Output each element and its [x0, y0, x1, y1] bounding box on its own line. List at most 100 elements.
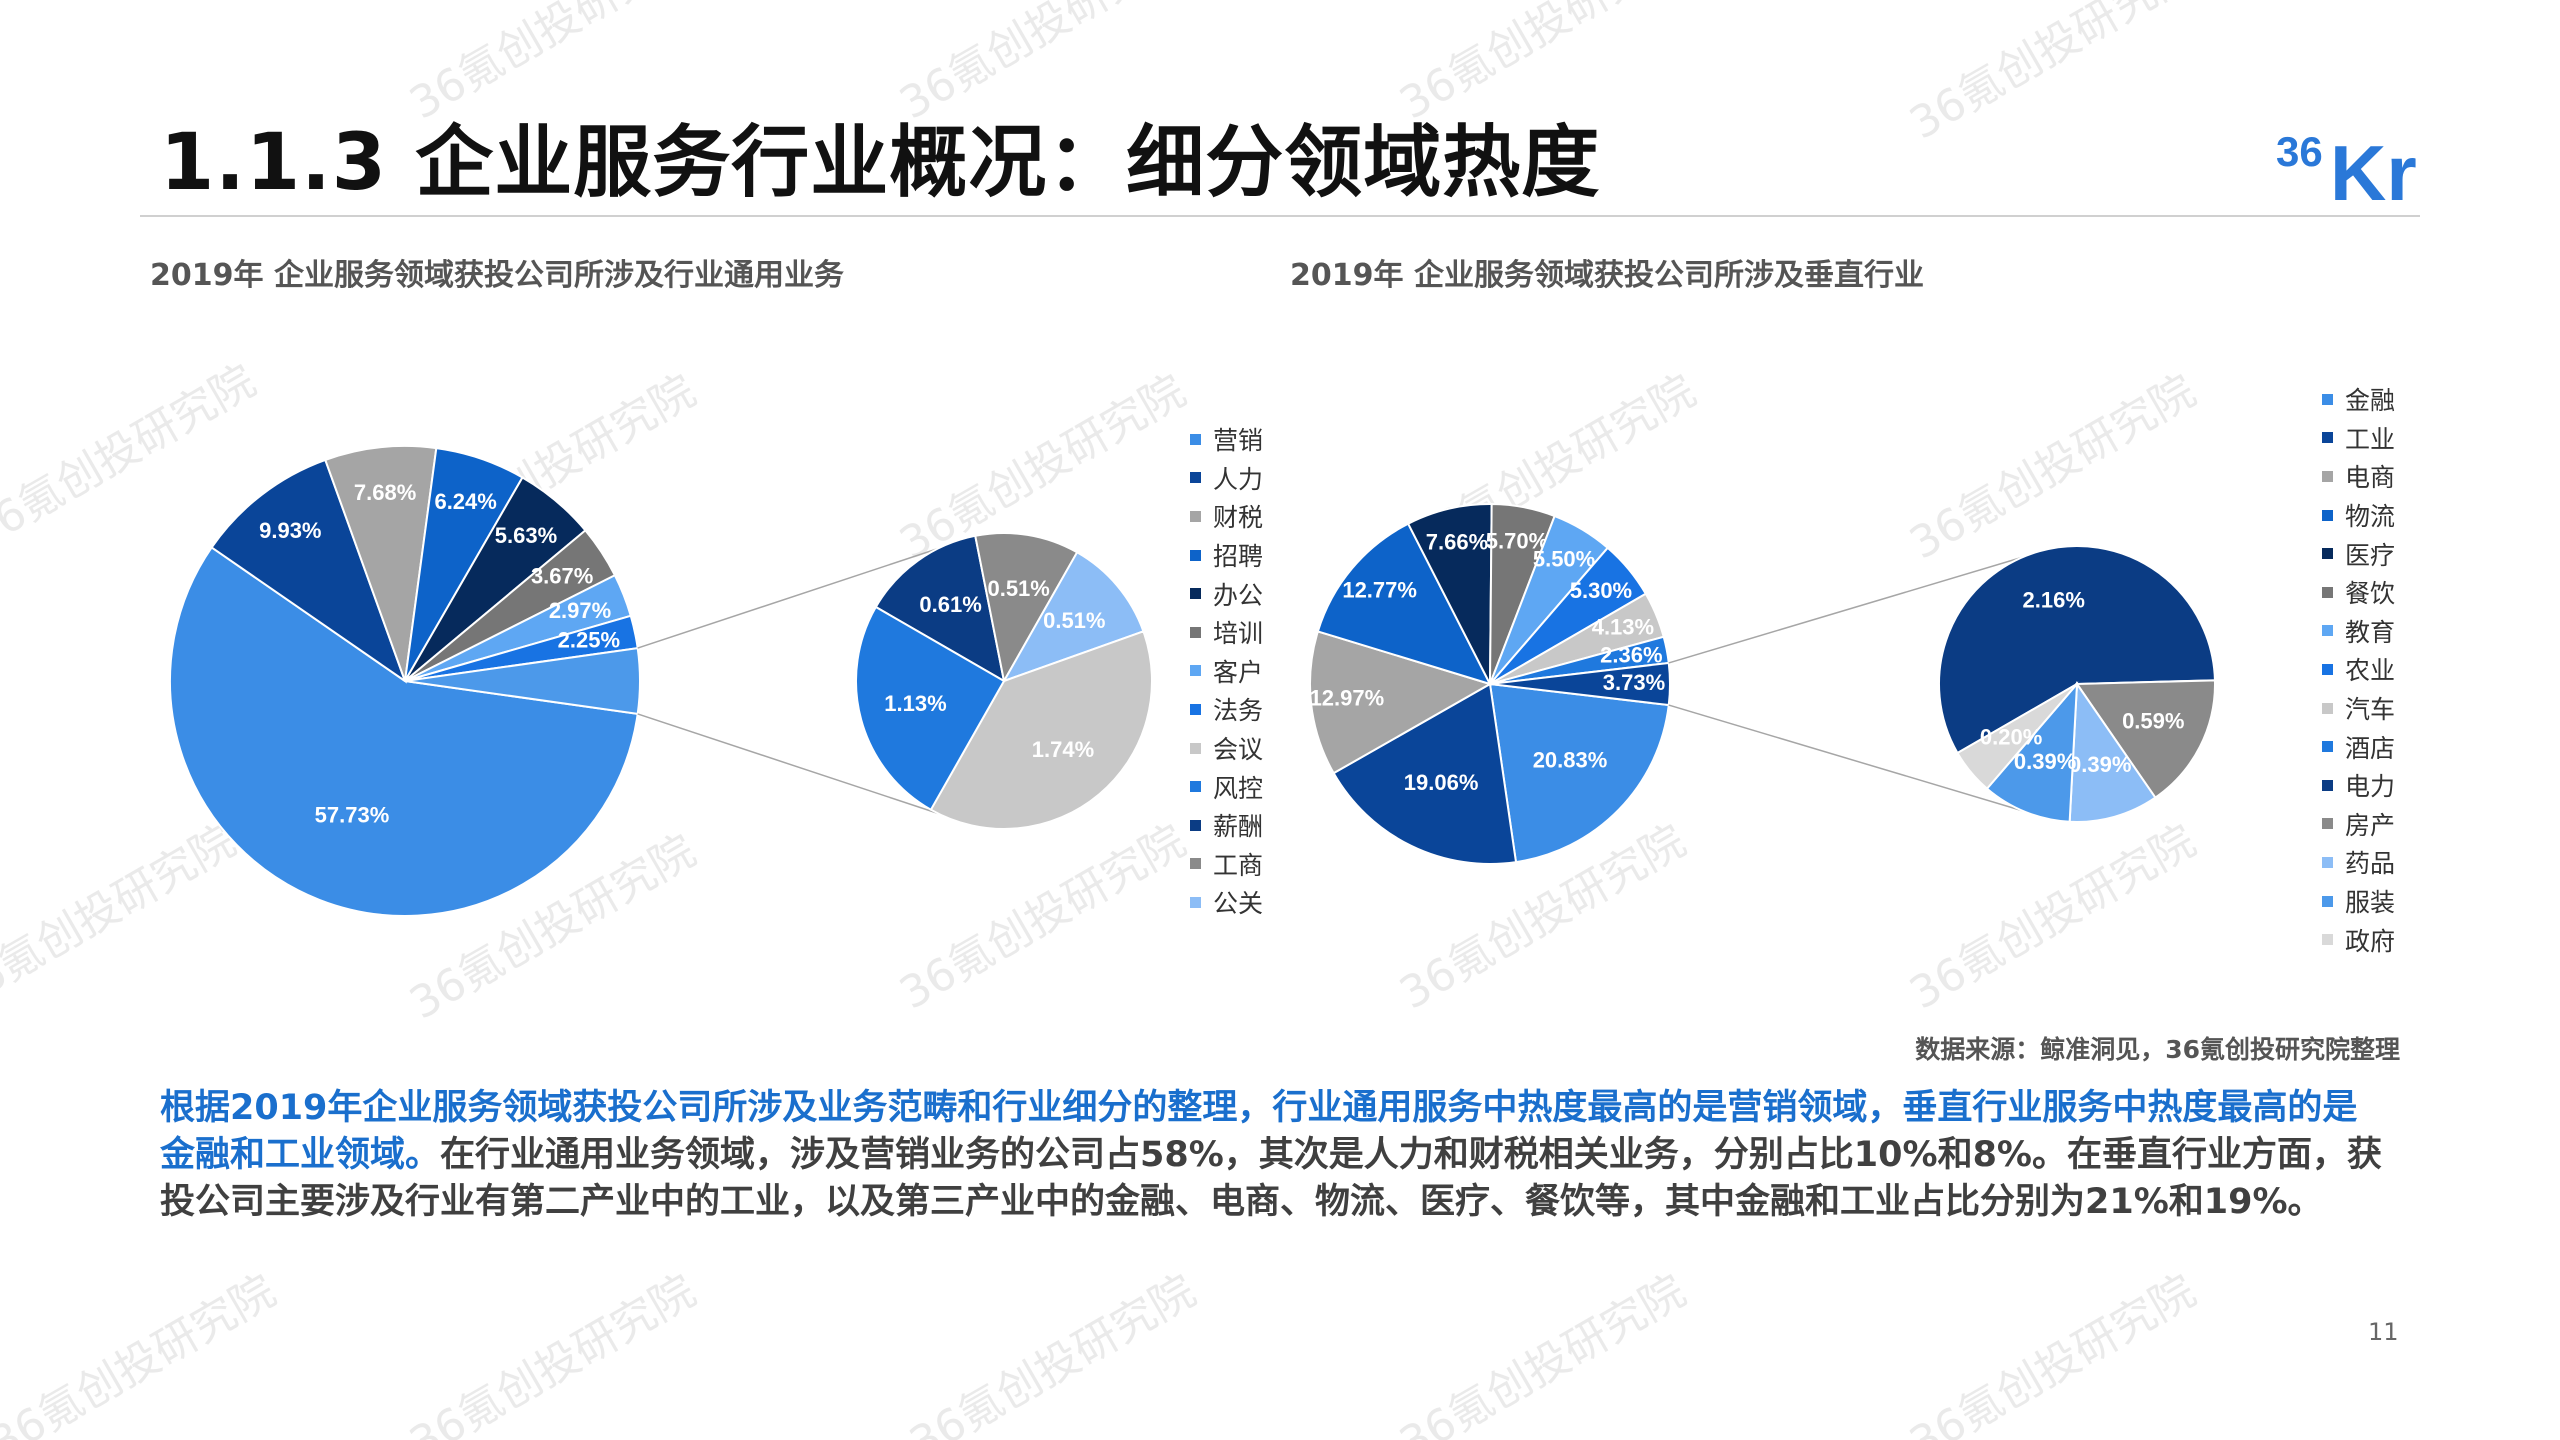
pie-slice-secondary: [874, 534, 1006, 683]
legend-swatch: [2322, 586, 2333, 598]
connector-line: [1668, 704, 2054, 821]
data-label: 0.39%: [2069, 752, 2131, 777]
legend-swatch: [2322, 470, 2333, 482]
connector-line: [637, 534, 979, 649]
legend-swatch: [1190, 588, 1201, 600]
legend-item: 服装: [2322, 882, 2395, 921]
legend-swatch: [2322, 625, 2333, 637]
legend-swatch: [2322, 393, 2333, 405]
connector-line: [1668, 547, 2054, 664]
legend-label: 餐饮: [2345, 579, 2396, 609]
chart-title-general: 2019年 企业服务领域获投公司所涉及行业通用业务: [150, 258, 844, 293]
summary-body: 在行业通用业务领域，涉及营销业务的公司占58%，其次是人力和财税相关业务，分别占…: [160, 1135, 2382, 1222]
data-label: 2.36%: [1600, 642, 1662, 667]
legend-label: 营销: [1213, 426, 1264, 456]
data-label: 6.24%: [434, 489, 496, 514]
page-title: 1.1.3 企业服务行业概况：细分领域热度: [160, 118, 1601, 208]
page-number: 11: [2368, 1318, 2399, 1346]
pie-slice: [169, 546, 639, 917]
legend-label: 金融: [2345, 386, 2396, 416]
legend-swatch: [1190, 896, 1201, 908]
legend-swatch: [2322, 818, 2333, 830]
pie-slice-secondary: [1938, 544, 2216, 755]
legend-item: 财税: [1190, 497, 1263, 536]
legend-item: 汽车: [2322, 689, 2395, 728]
legend-label: 服装: [2345, 888, 2396, 918]
pie-slice: [1316, 522, 1492, 686]
data-label: 7.66%: [1426, 530, 1488, 555]
legend-swatch: [1190, 549, 1201, 561]
legend-swatch: [1190, 510, 1201, 522]
legend-item: 营销: [1190, 420, 1263, 459]
legend-swatch: [2322, 895, 2333, 907]
legend-item: 医疗: [2322, 534, 2395, 573]
data-label: 4.13%: [1592, 614, 1654, 639]
pie-slice: [1488, 682, 1670, 864]
legend-label: 薪酬: [1213, 812, 1264, 842]
data-label: 5.50%: [1533, 546, 1595, 571]
legend-label: 物流: [2345, 502, 2396, 532]
legend-swatch: [1190, 433, 1201, 445]
data-label: 19.06%: [1404, 770, 1479, 795]
legend-label: 培训: [1213, 619, 1264, 649]
legend-label: 客户: [1213, 657, 1264, 687]
pie-slice: [1332, 682, 1518, 865]
legend-general: 营销人力财税招聘办公培训客户 法务 会议风控薪酬 工商 公关: [1190, 420, 1263, 922]
data-label: 12.77%: [1342, 577, 1417, 602]
legend-label: 汽车: [2345, 695, 2396, 725]
legend-swatch: [2322, 548, 2333, 560]
legend-item: 教育: [2322, 612, 2395, 651]
data-label: 20.83%: [1533, 748, 1608, 773]
legend-label: 招聘: [1213, 542, 1264, 572]
legend-swatch: [2322, 934, 2333, 946]
legend-item: 人力: [1190, 459, 1263, 498]
legend-item: 招聘: [1190, 536, 1263, 575]
legend-item: 会议: [1190, 729, 1263, 768]
data-label: 0.59%: [2122, 709, 2184, 734]
svg-text:Kr: Kr: [2330, 129, 2417, 208]
pie-slice-other: [404, 646, 641, 716]
data-label: 0.39%: [2014, 749, 2076, 774]
legend-item: 餐饮: [2322, 573, 2395, 612]
data-label: 5.30%: [1570, 578, 1632, 603]
legend-swatch: [2322, 702, 2333, 714]
pie-slice-secondary: [2075, 679, 2216, 800]
legend-swatch: [2322, 779, 2333, 791]
legend-item: 公关: [1190, 883, 1263, 922]
data-label: 0.20%: [1980, 724, 2042, 749]
legend-item: 农业: [2322, 650, 2395, 689]
legend-item: 风控: [1190, 767, 1263, 806]
legend-swatch: [2322, 741, 2333, 753]
legend-item: 物流: [2322, 496, 2395, 535]
legend-swatch: [1190, 626, 1201, 638]
legend-item: 培训: [1190, 613, 1263, 652]
data-label: 5.70%: [1486, 528, 1548, 553]
legend-label: 农业: [2345, 656, 2396, 686]
legend-swatch: [1190, 819, 1201, 831]
legend-swatch: [2322, 509, 2333, 521]
data-label: 9.93%: [259, 518, 321, 543]
logo-36kr: 36 Kr: [2276, 128, 2417, 208]
legend-item: 房产: [2322, 805, 2395, 844]
legend-swatch: [1190, 858, 1201, 870]
data-label: 1.13%: [884, 691, 946, 716]
source-note: 数据来源：鲸准洞见，36氪创投研究院整理: [1915, 1035, 2400, 1064]
legend-label: 电力: [2345, 772, 2396, 802]
data-label: 7.68%: [354, 480, 416, 505]
legend-item: 工商: [1190, 845, 1263, 884]
legend-item: 法务: [1190, 690, 1263, 729]
legend-item: 工业: [2322, 419, 2395, 458]
summary-highlight: 根据2019年企业服务领域获投公司所涉及业务范畴和行业细分的整理，行业通用服务中…: [160, 1088, 2358, 1175]
legend-label: 风控: [1213, 773, 1264, 803]
legend-label: 工业: [2345, 424, 2396, 454]
pie-slice-secondary: [1001, 550, 1145, 683]
legend-label: 电商: [2345, 463, 2396, 493]
legend-label: 财税: [1213, 503, 1264, 533]
legend-label: 药品: [2345, 849, 2396, 879]
legend-label: 政府: [2345, 926, 2396, 956]
legend-label: 人力: [1213, 464, 1264, 494]
pie-slice: [324, 445, 438, 682]
legend-item: 办公: [1190, 574, 1263, 613]
legend-label: 办公: [1213, 580, 1264, 610]
